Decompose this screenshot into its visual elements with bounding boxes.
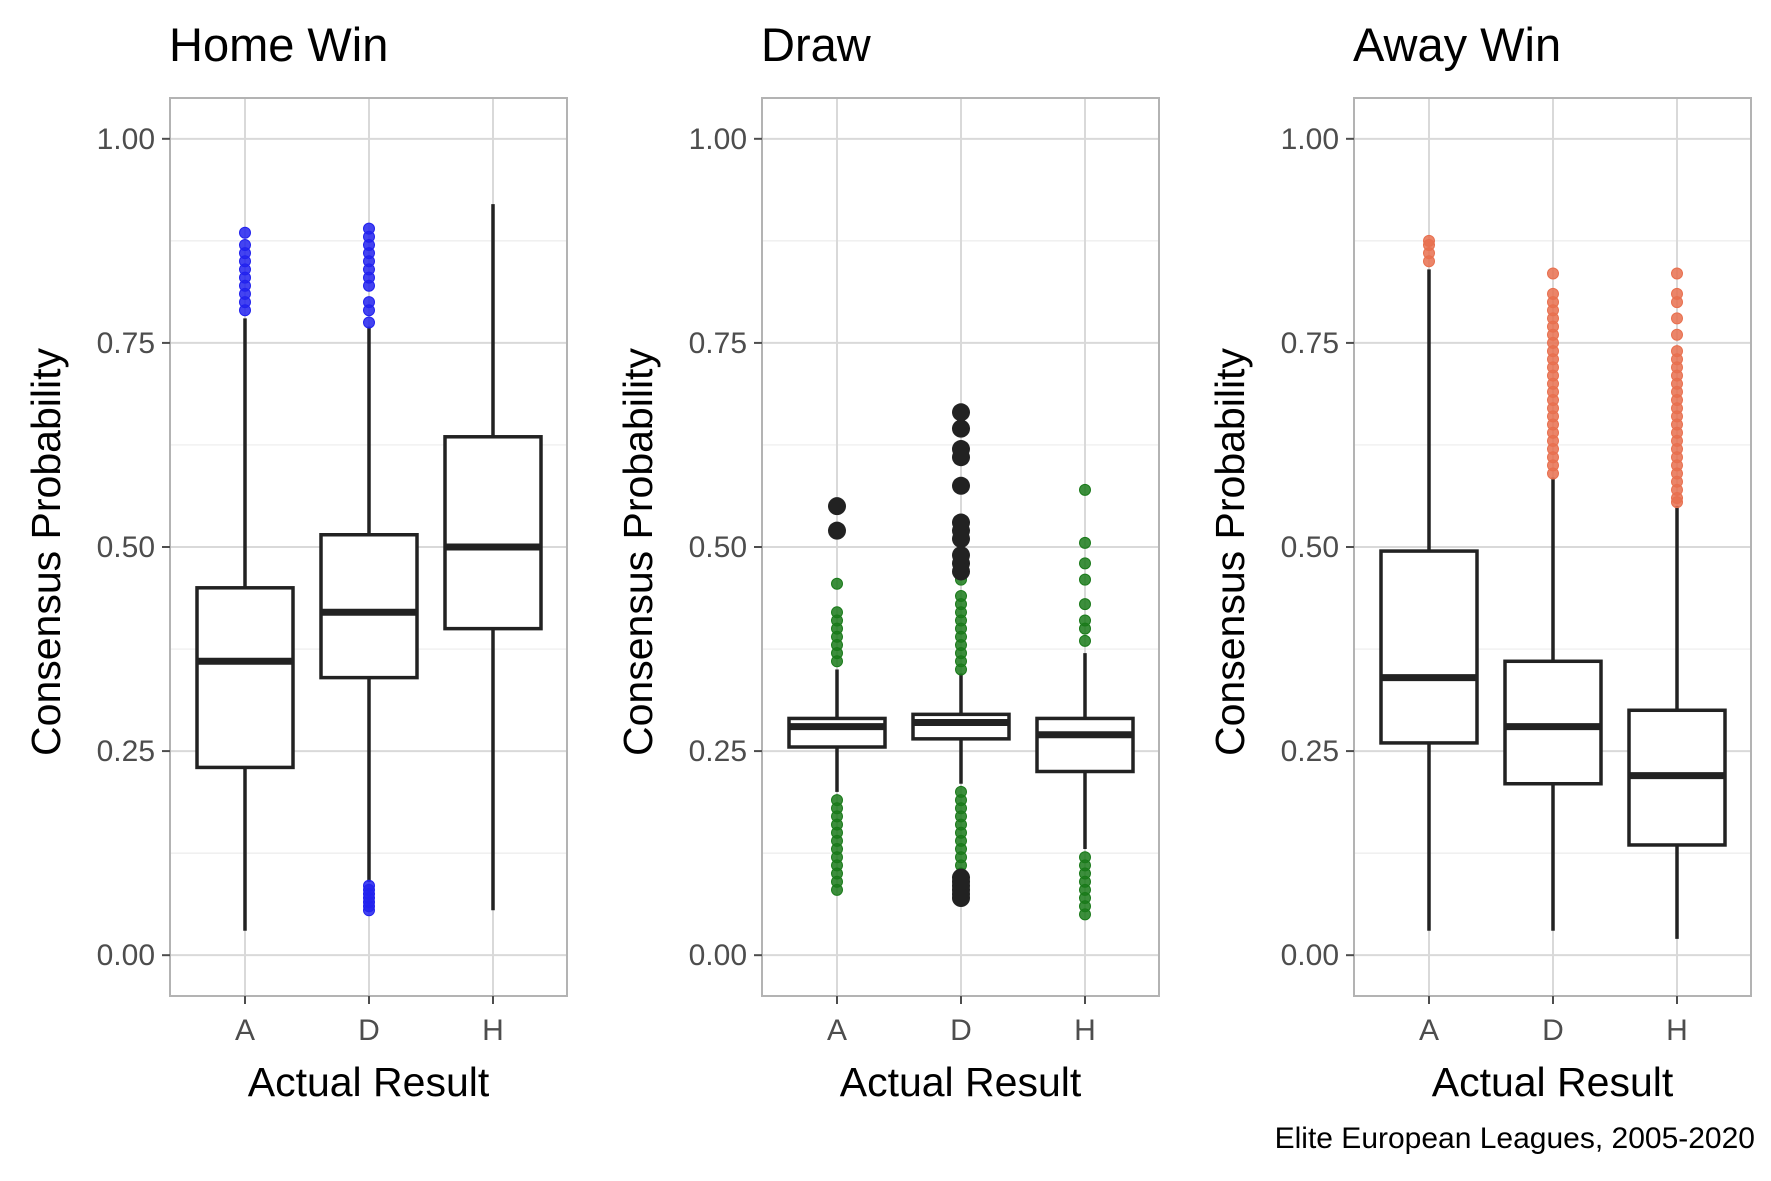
box-A (787, 497, 887, 896)
outlier-point (955, 589, 967, 602)
y-tick-label: 0.25 (689, 735, 747, 768)
outlier-point-large (828, 497, 846, 516)
outlier-point (1079, 557, 1091, 570)
outlier-point (363, 222, 375, 235)
outlier-point (1079, 614, 1091, 627)
outlier-point-large (952, 403, 970, 422)
outlier-point (363, 879, 375, 892)
outlier-point-large (952, 868, 970, 887)
outlier-point (831, 577, 843, 590)
outlier-point (831, 606, 843, 619)
x-tick-label: H (1074, 1014, 1096, 1047)
y-tick-label: 0.00 (1281, 939, 1339, 972)
y-tick-label: 1.00 (689, 123, 747, 156)
outlier-point (1079, 851, 1091, 864)
box-D (319, 222, 419, 917)
outlier-point (1079, 634, 1091, 647)
box-H (443, 204, 543, 911)
outlier-point-large (952, 440, 970, 459)
panel-title: Away Win (1353, 18, 1561, 71)
x-tick-label: D (1542, 1014, 1564, 1047)
outlier-point-large (952, 546, 970, 565)
panels: 0.00 0.25 0.50 0.75 1.00 A D H Actual Result Cons… (23, 18, 1752, 1105)
outlier-point (1671, 287, 1683, 300)
outlier-point (1079, 536, 1091, 549)
x-axis-title: Actual Result (1432, 1059, 1674, 1105)
x-tick-label: A (1419, 1014, 1439, 1047)
y-tick-label: 0.50 (97, 531, 155, 564)
box-body (195, 586, 295, 770)
outlier-point (1547, 287, 1559, 300)
outlier-point (363, 316, 375, 329)
y-tick-label: 0.00 (97, 939, 155, 972)
y-tick-label: 0.50 (689, 531, 747, 564)
y-tick-label: 0.50 (1281, 531, 1339, 564)
box-body (1035, 716, 1135, 774)
outlier-point (239, 238, 251, 251)
y-axis-title: Consensus Probability (23, 348, 69, 756)
outlier-point (1671, 312, 1683, 325)
outlier-point (1671, 345, 1683, 358)
y-tick-label: 0.75 (689, 327, 747, 360)
box-body (319, 533, 419, 680)
box-body (443, 435, 543, 631)
x-axis-title: Actual Result (248, 1059, 490, 1105)
outlier-point (1079, 573, 1091, 586)
x-axis-title: Actual Result (840, 1059, 1082, 1105)
outlier-point-large (952, 513, 970, 532)
outlier-point (239, 226, 251, 239)
y-tick-label: 1.00 (1281, 123, 1339, 156)
outlier-point (363, 296, 375, 309)
y-tick-label: 0.00 (689, 939, 747, 972)
box-D (1503, 267, 1603, 931)
panel-3: 0.00 0.25 0.50 0.75 1.00 A D H Actual Result Cons… (1207, 18, 1752, 1105)
x-tick-label: A (827, 1014, 847, 1047)
panel-title: Home Win (169, 18, 388, 71)
y-axis-title: Consensus Probability (1207, 348, 1253, 756)
outlier-point (955, 785, 967, 798)
panel-title: Draw (761, 18, 872, 71)
x-tick-label: D (358, 1014, 380, 1047)
outlier-point (1547, 267, 1559, 280)
x-tick-label: H (482, 1014, 504, 1047)
y-tick-label: 0.75 (1281, 327, 1339, 360)
box-body (911, 712, 1011, 741)
outlier-point (831, 794, 843, 807)
outlier-point (1079, 483, 1091, 496)
box-H (1627, 267, 1727, 939)
figure-caption: Elite European Leagues, 2005-2020 (1275, 1122, 1755, 1155)
outlier-point (1079, 598, 1091, 611)
y-tick-label: 0.25 (1281, 735, 1339, 768)
box-H (1035, 483, 1135, 921)
x-tick-label: H (1666, 1014, 1688, 1047)
panel-2: 0.00 0.25 0.50 0.75 1.00 A D H Actual Result Cons… (615, 18, 1160, 1105)
y-axis-title: Consensus Probability (615, 348, 661, 756)
x-tick-label: D (950, 1014, 972, 1047)
outlier-point (1671, 328, 1683, 341)
y-tick-label: 1.00 (97, 123, 155, 156)
box-A (195, 226, 295, 931)
panel-1: 0.00 0.25 0.50 0.75 1.00 A D H Actual Result Cons… (23, 18, 568, 1105)
box-body (787, 716, 887, 749)
x-tick-label: A (235, 1014, 255, 1047)
outlier-point (1671, 267, 1683, 280)
box-body (1503, 659, 1603, 786)
y-tick-label: 0.25 (97, 735, 155, 768)
outlier-point-large (952, 476, 970, 495)
box-D (911, 403, 1011, 908)
box-A (1379, 234, 1479, 931)
outlier-point-large (952, 419, 970, 438)
box-body (1379, 549, 1479, 745)
outlier-point-large (828, 521, 846, 540)
y-tick-label: 0.75 (97, 327, 155, 360)
outlier-point (1423, 234, 1435, 247)
